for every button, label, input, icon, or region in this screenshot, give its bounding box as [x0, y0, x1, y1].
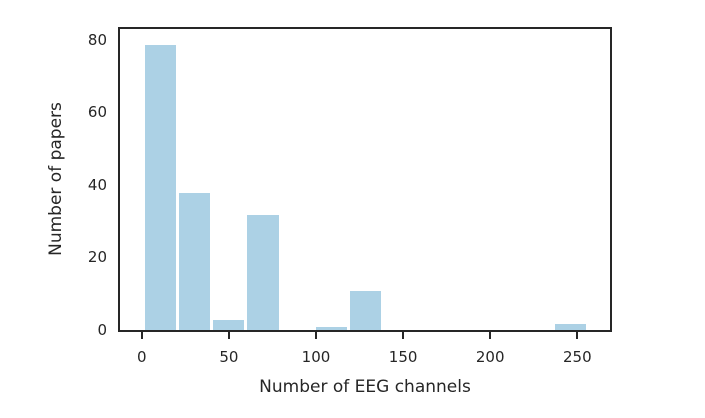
histogram-bar [314, 326, 349, 330]
y-tick-label: 60 [87, 103, 107, 122]
x-tick-label: 150 [388, 348, 418, 366]
y-tick-label: 80 [87, 30, 107, 49]
histogram-bar [144, 43, 178, 330]
x-tick [227, 331, 230, 339]
x-tick [140, 331, 143, 339]
x-axis-label: Number of EEG channels [259, 377, 471, 397]
x-tick [315, 331, 317, 339]
plot-area [118, 27, 612, 332]
histogram-bar [349, 290, 383, 330]
plot-inner [120, 29, 610, 330]
x-tick-label: 200 [475, 348, 505, 366]
histogram-bar [554, 322, 588, 330]
x-tick-label: 0 [136, 348, 147, 366]
x-tick [489, 331, 492, 339]
x-tick-label: 250 [563, 348, 592, 366]
histogram-bar [178, 192, 212, 330]
x-tick [402, 331, 405, 339]
x-tick-label: 100 [301, 348, 331, 366]
histogram-bar [246, 213, 280, 330]
histogram-bar [212, 319, 246, 330]
x-tick-label: 50 [219, 348, 239, 366]
x-tick [576, 331, 579, 339]
y-tick-label: 40 [87, 175, 107, 194]
y-tick-label: 20 [87, 248, 107, 267]
y-tick-label: 0 [97, 321, 107, 339]
